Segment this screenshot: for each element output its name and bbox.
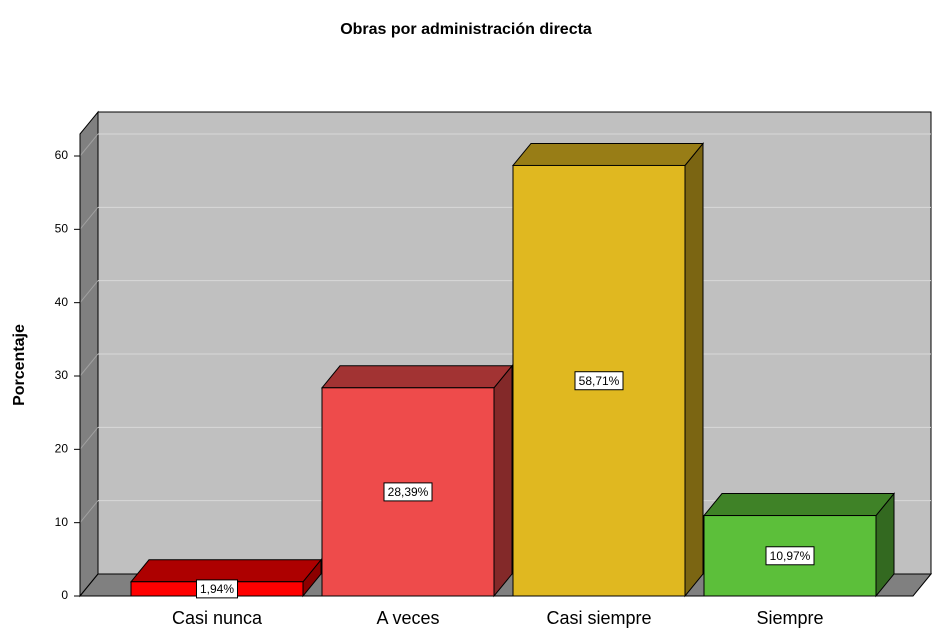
x-tick-label: Casi nunca: [172, 608, 263, 628]
value-label-box: [196, 579, 238, 599]
grid-line-wall: [79, 207, 99, 230]
value-label: 28,39%: [388, 485, 429, 499]
bar-top: [320, 365, 514, 389]
value-label: 1,94%: [200, 582, 234, 596]
value-label: 58,71%: [579, 374, 620, 388]
y-tick-label: 0: [61, 588, 68, 602]
chart-title: Obras por administración directa: [340, 21, 592, 38]
grid-line-wall: [79, 427, 99, 450]
y-axis-label: Porcentaje: [11, 324, 28, 406]
bar-side: [684, 142, 704, 598]
y-tick-label: 60: [55, 148, 69, 162]
grid-line-wall: [79, 133, 99, 157]
x-tick-label: Siempre: [756, 608, 823, 628]
bar-top: [511, 142, 705, 166]
bar-top: [702, 493, 896, 517]
y-tick-label: 20: [55, 442, 69, 456]
bar-top: [129, 559, 323, 583]
y-tick-label: 40: [55, 295, 69, 309]
y-tick-label: 50: [55, 222, 69, 236]
grid-line-wall: [79, 353, 99, 377]
value-label-box: [383, 482, 433, 502]
grid-line-wall: [79, 500, 99, 523]
value-label-box: [574, 371, 624, 391]
y-tick-label: 10: [55, 515, 69, 529]
value-label-box: [765, 546, 815, 566]
left-wall: [79, 110, 99, 598]
bar-side: [493, 364, 513, 598]
y-tick-label: 30: [55, 368, 69, 382]
grid-line-wall: [79, 280, 99, 303]
x-tick-label: Casi siempre: [546, 608, 651, 628]
value-label: 10,97%: [770, 549, 811, 563]
x-tick-label: A veces: [376, 608, 439, 628]
